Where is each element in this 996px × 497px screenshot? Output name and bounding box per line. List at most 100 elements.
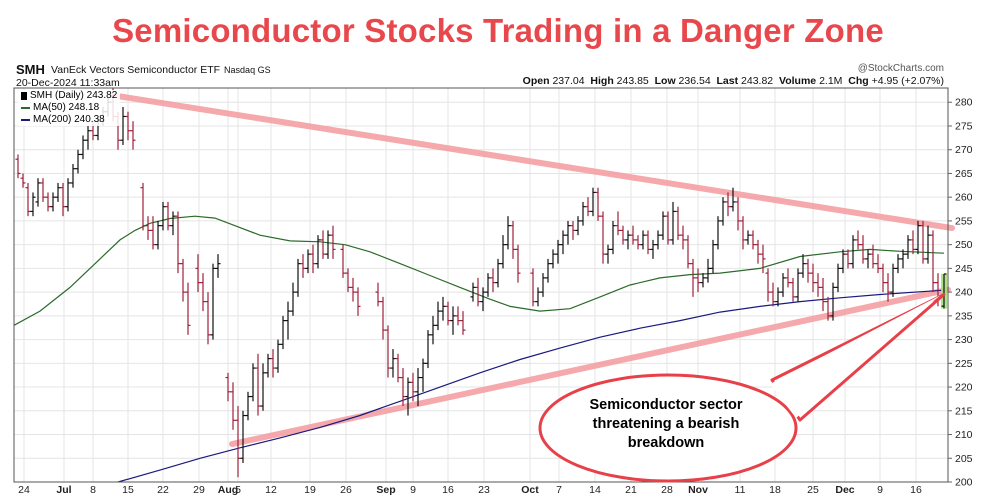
- ohlc-bar: [255, 353, 261, 416]
- y-tick-label: 230: [955, 334, 973, 346]
- ohlc-bar: [605, 244, 611, 264]
- ohlc-bar: [350, 277, 356, 302]
- ohlc-bar: [500, 235, 506, 269]
- ohlc-bar: [340, 244, 346, 278]
- ohlc-bar: [815, 273, 821, 297]
- x-tick-label: 7: [556, 484, 562, 496]
- security-name-text: VanEck Vectors Semiconductor ETF: [51, 64, 221, 76]
- ohlc-bar: [750, 230, 756, 250]
- ohlc-bar: [145, 216, 151, 240]
- last-label: Last: [716, 75, 739, 87]
- ohlc-bar: [565, 220, 571, 245]
- x-tick-label: Jul: [56, 484, 71, 496]
- ohlc-bar: [245, 391, 251, 421]
- exchange-label: Nasdaq GS: [224, 65, 271, 75]
- callout-ellipse: [538, 373, 798, 483]
- chg-value: +4.95 (+2.07%): [871, 75, 944, 87]
- y-tick-label: 255: [955, 215, 973, 227]
- ohlc-bar: [230, 382, 236, 430]
- ohlc-bar: [655, 230, 661, 250]
- ohlc-bar: [415, 368, 421, 407]
- last-value: 243.82: [741, 75, 774, 87]
- legend-price-swatch: [21, 92, 27, 100]
- legend-ma50: MA(50) 248.18: [21, 102, 117, 114]
- ohlc-bar: [880, 263, 886, 293]
- y-tick-label: 225: [955, 358, 973, 370]
- ohlc-bar: [165, 201, 171, 231]
- ohlc-bar: [770, 282, 776, 307]
- ohlc-bar: [720, 197, 726, 226]
- ohlc-bar: [345, 268, 351, 293]
- legend-ma50-swatch: [21, 107, 30, 109]
- ohlc-bar: [740, 216, 746, 250]
- ohlc-bar: [310, 244, 316, 274]
- y-tick-label: 245: [955, 263, 973, 275]
- ohlc-bar: [275, 339, 281, 373]
- x-tick-label: 21: [625, 484, 637, 496]
- ohlc-bar: [395, 353, 401, 383]
- ohlc-bar: [610, 220, 616, 255]
- ohlc-bar: [845, 249, 851, 269]
- ohlc-bar: [805, 258, 811, 283]
- ohlc-bar: [780, 273, 786, 297]
- ohlc-bar: [355, 287, 361, 316]
- ohlc-bar: [195, 254, 201, 293]
- ohlc-bar: [650, 239, 656, 259]
- ohlc-bar: [625, 230, 631, 250]
- ohlc-bar: [290, 282, 296, 316]
- ma200-line: [117, 289, 945, 483]
- x-tick-label: 16: [442, 484, 454, 496]
- ticker-symbol: SMH: [16, 62, 45, 77]
- ohlc-bar: [550, 249, 556, 269]
- ohlc-bar: [175, 211, 181, 274]
- ohlc-bar: [910, 230, 916, 255]
- ohlc-bar: [180, 258, 186, 302]
- x-tick-label: Nov: [688, 484, 708, 496]
- ohlc-bar: [295, 258, 301, 297]
- callout-bubble: [538, 292, 946, 483]
- ohlc-bar: [515, 244, 521, 283]
- ohlc-bar: [460, 311, 466, 335]
- ohlc-bar: [120, 106, 126, 145]
- ohlc-bar: [575, 216, 581, 236]
- x-tick-label: 22: [157, 484, 169, 496]
- ohlc-bar: [185, 282, 191, 335]
- y-tick-label: 275: [955, 120, 973, 132]
- x-tick-label: Aug: [218, 484, 238, 496]
- ohlc-bar: [915, 220, 921, 255]
- low-value: 236.54: [678, 75, 711, 87]
- ohlc-bar: [710, 239, 716, 274]
- ohlc-bar: [440, 296, 446, 321]
- chg-label: Chg: [848, 75, 869, 87]
- x-tick-label: 5: [235, 484, 241, 496]
- ohlc-bar: [470, 282, 476, 302]
- ohlc-bar: [820, 277, 826, 312]
- y-tick-label: 235: [955, 310, 973, 322]
- callout-pointer-fill: [770, 295, 940, 418]
- x-tick-label: 11: [735, 484, 746, 496]
- ohlc-bar: [765, 268, 771, 302]
- legend-ma50-label: MA(50) 248.18: [33, 102, 100, 113]
- ohlc-bar: [590, 187, 596, 217]
- x-tick-label: 25: [807, 484, 819, 496]
- ohlc-bar: [695, 268, 701, 293]
- ohlc-bar: [375, 282, 381, 307]
- ohlc-bar: [600, 211, 606, 264]
- ohlc-bar: [865, 249, 871, 269]
- ohlc-bar: [775, 287, 781, 307]
- x-tick-label: 23: [478, 484, 490, 496]
- ohlc-bar: [930, 230, 936, 293]
- y-tick-label: 260: [955, 192, 973, 204]
- ohlc-bar: [835, 263, 841, 293]
- ohlc-bar: [690, 258, 696, 297]
- ohlc-bar: [735, 197, 741, 231]
- ohlc-bar: [75, 149, 81, 174]
- ohlc-bar: [540, 273, 546, 297]
- ohlc-bar: [390, 349, 396, 378]
- ohlc-bar: [505, 216, 511, 250]
- y-tick-label: 215: [955, 405, 973, 417]
- high-value: 243.85: [616, 75, 649, 87]
- ohlc-bar: [675, 206, 681, 240]
- ohlc-bar: [850, 235, 856, 269]
- ohlc-bar: [25, 182, 31, 217]
